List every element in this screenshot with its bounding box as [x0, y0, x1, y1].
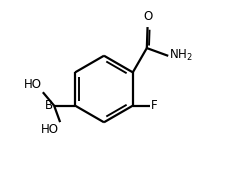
Text: HO: HO [41, 123, 59, 136]
Text: B: B [45, 99, 53, 112]
Text: O: O [143, 10, 152, 23]
Text: NH$_2$: NH$_2$ [169, 48, 193, 63]
Text: HO: HO [24, 78, 42, 91]
Text: F: F [151, 99, 158, 112]
